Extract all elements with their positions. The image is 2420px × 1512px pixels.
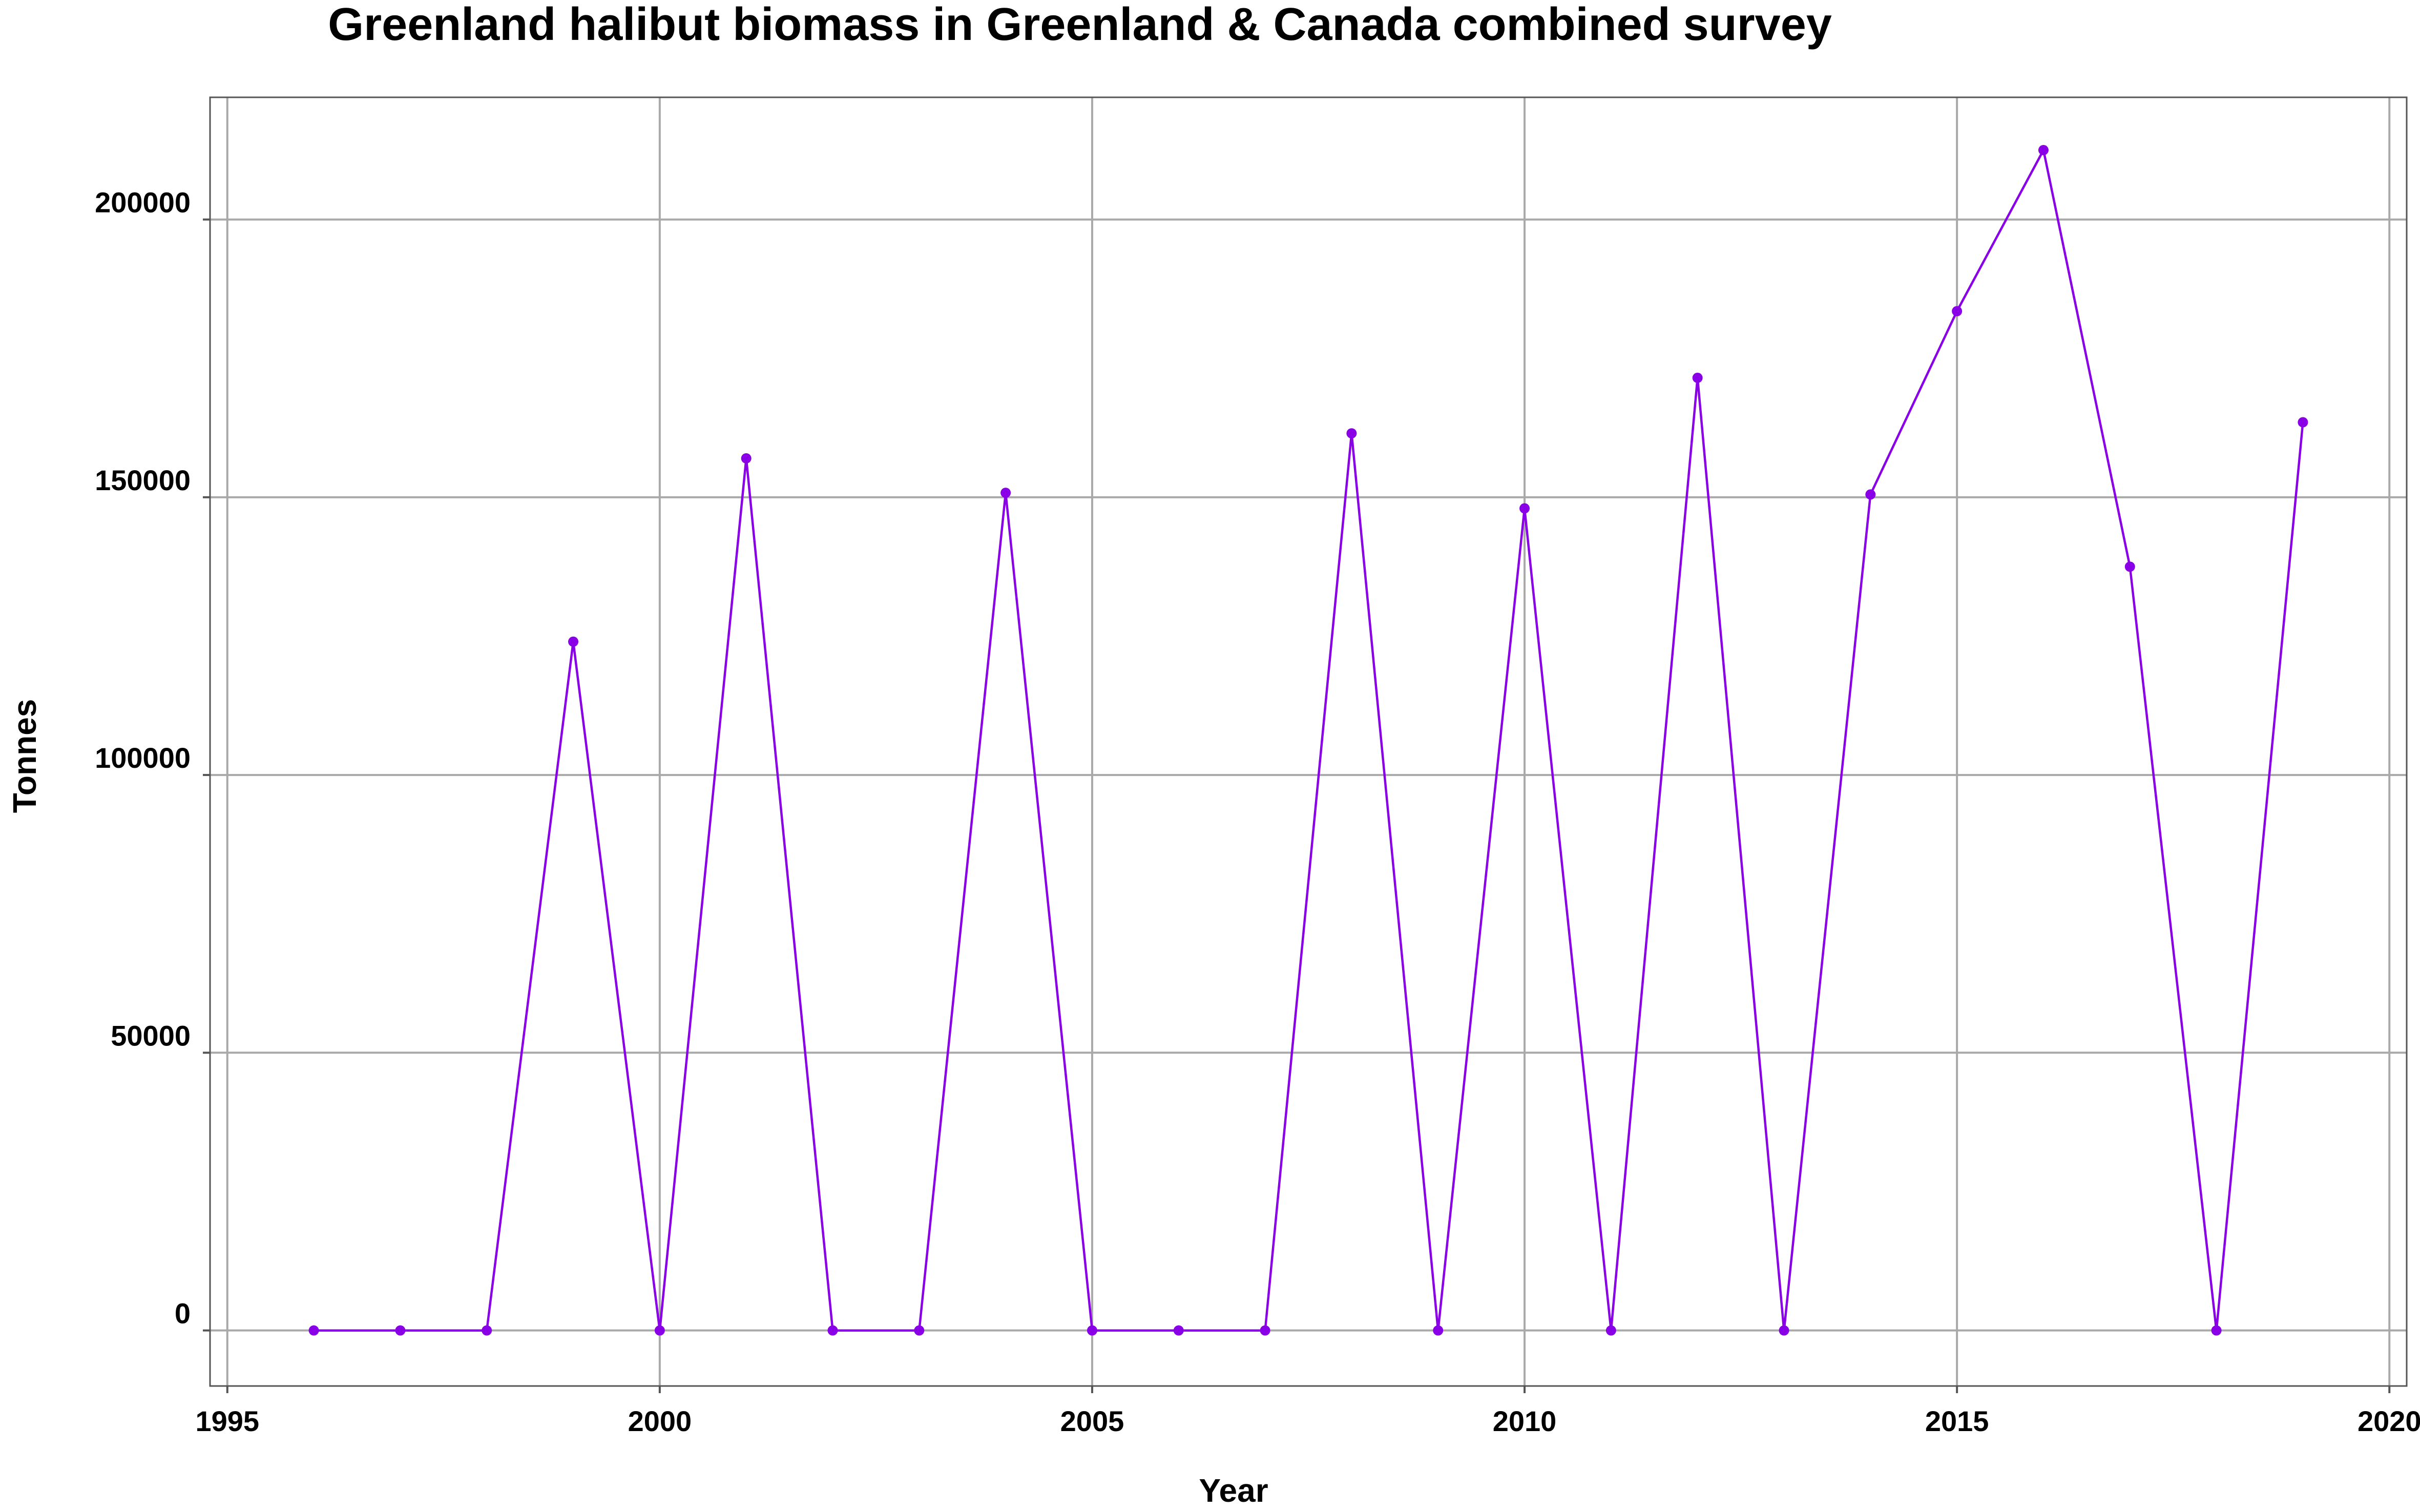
data-point <box>395 1325 406 1336</box>
data-point <box>1173 1325 1184 1336</box>
data-point <box>1000 488 1011 498</box>
data-point <box>1346 428 1357 439</box>
data-point <box>1692 372 1703 383</box>
data-point <box>2038 145 2049 156</box>
x-tick-label: 2020 <box>2358 1405 2420 1437</box>
grid <box>210 97 2407 1386</box>
y-axis-label: Tonnes <box>6 699 43 813</box>
data-point <box>654 1325 665 1336</box>
axis-ticks: 1995 2000 2005 2010 2015 2020 0 50000 100000 1500… <box>95 186 2420 1437</box>
x-tick-label: 2015 <box>1925 1405 1989 1437</box>
data-point <box>482 1325 492 1336</box>
data-point <box>827 1325 838 1336</box>
plot-area-frame <box>209 96 2408 1387</box>
data-point <box>1433 1325 1444 1336</box>
data-point <box>1087 1325 1097 1336</box>
x-axis-label: Year <box>1199 1472 1268 1509</box>
data-point <box>1865 489 1876 500</box>
x-tick-label: 2000 <box>628 1405 692 1437</box>
data-point <box>2124 561 2135 572</box>
y-tick-label: 0 <box>175 1297 191 1330</box>
y-tick-label: 200000 <box>95 186 191 219</box>
data-point <box>568 636 579 647</box>
x-tick-label: 2010 <box>1493 1405 1557 1437</box>
data-point <box>2298 417 2308 428</box>
data-point <box>1605 1325 1616 1336</box>
chart-title: Greenland halibut biomass in Greenland &… <box>328 0 1832 50</box>
data-point <box>1519 503 1530 514</box>
series-layer <box>308 145 2308 1336</box>
y-tick-label: 50000 <box>111 1019 191 1052</box>
data-point <box>914 1325 925 1336</box>
x-tick-label: 2005 <box>1060 1405 1124 1437</box>
y-tick-label: 150000 <box>95 464 191 496</box>
data-point <box>2211 1325 2222 1336</box>
data-point <box>1779 1325 1789 1336</box>
data-point <box>308 1325 319 1336</box>
series-line <box>314 149 2304 1332</box>
x-tick-label: 1995 <box>195 1405 259 1437</box>
y-tick-label: 100000 <box>95 742 191 774</box>
data-point <box>1952 306 1963 317</box>
data-point <box>741 453 752 464</box>
data-point <box>1260 1325 1270 1336</box>
